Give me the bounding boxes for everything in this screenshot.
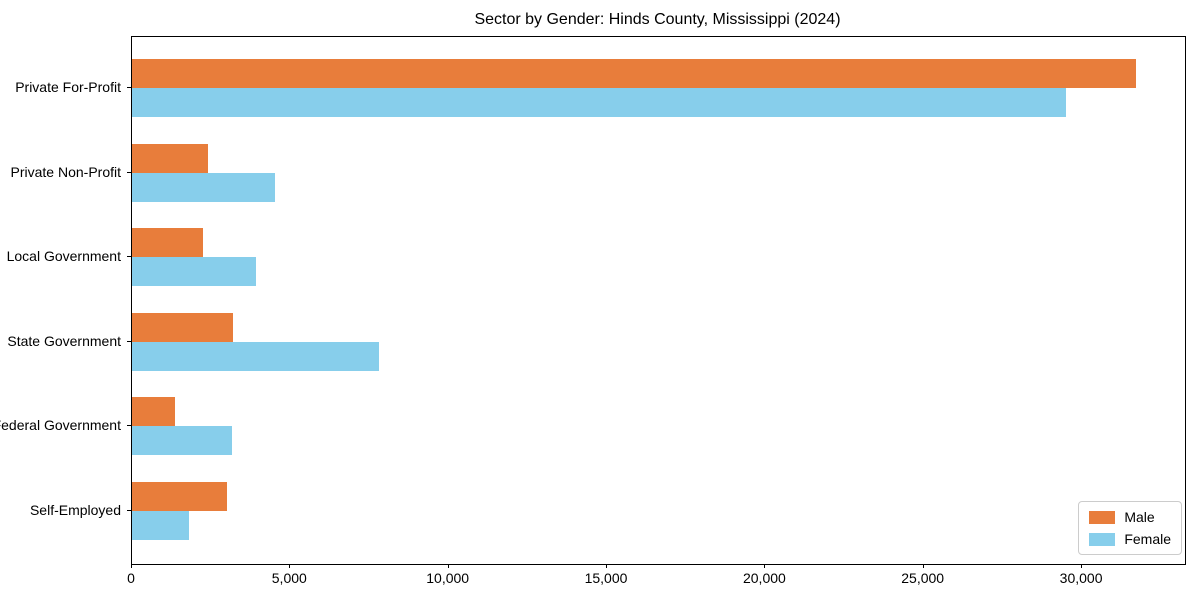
x-tick-mark: [447, 564, 449, 568]
x-tick-mark: [764, 564, 766, 568]
x-tick-label: 5,000: [271, 570, 307, 586]
bar-male-4: [132, 397, 175, 426]
x-tick-label: 30,000: [1059, 570, 1103, 586]
legend-item-female: Female: [1089, 531, 1171, 547]
y-tick-mark: [127, 171, 131, 173]
bar-female-2: [132, 257, 256, 286]
legend-label: Male: [1124, 509, 1155, 525]
bar-male-2: [132, 228, 204, 257]
x-tick-label: 15,000: [584, 570, 628, 586]
legend-swatch-male: [1089, 510, 1116, 524]
y-tick-label: Private Non-Profit: [10, 163, 121, 180]
bar-female-3: [132, 341, 379, 371]
y-tick-label: Federal Government: [0, 417, 121, 433]
x-tick-label: 25,000: [901, 570, 945, 586]
x-tick-label: 20,000: [742, 570, 786, 586]
plot-area: Male Female: [131, 36, 1186, 565]
legend-swatch-female: [1089, 532, 1116, 546]
x-tick-label: 10,000: [426, 570, 470, 586]
y-tick-label: Local Government: [6, 248, 121, 264]
y-tick-mark: [127, 509, 131, 511]
bar-male-5: [132, 481, 227, 511]
x-tick-mark: [606, 564, 607, 568]
y-tick-label: State Government: [7, 332, 121, 349]
y-tick-mark: [127, 87, 131, 88]
y-tick-mark: [127, 256, 131, 257]
bar-male-1: [132, 143, 208, 173]
y-tick-mark: [127, 425, 131, 426]
x-tick-label: 0: [127, 570, 135, 586]
y-axis: Private For-Profit Private Non-Profit Loca…: [0, 36, 131, 563]
y-tick-label: Self-Employed: [29, 501, 121, 518]
chart-title: Sector by Gender: Hinds County, Mississi…: [474, 11, 841, 28]
legend-label: Female: [1124, 531, 1171, 547]
bar-female-0: [132, 88, 1067, 117]
legend: Male Female: [1078, 501, 1182, 555]
x-tick-mark: [131, 564, 132, 568]
bar-male-0: [132, 59, 1136, 88]
x-axis: 0 5,000 10,000 15,000 20,000 25,000 30,000: [127, 564, 1184, 596]
bar-female-1: [132, 172, 275, 202]
y-tick-label: Private For-Profit: [15, 79, 121, 95]
bar-male-3: [132, 312, 234, 342]
bar-female-4: [132, 426, 232, 455]
x-tick-mark: [922, 564, 924, 568]
bar-female-5: [132, 510, 189, 540]
x-tick-mark: [289, 564, 291, 568]
y-tick-mark: [127, 340, 131, 342]
legend-item-male: Male: [1089, 509, 1171, 525]
x-tick-mark: [1081, 564, 1083, 568]
